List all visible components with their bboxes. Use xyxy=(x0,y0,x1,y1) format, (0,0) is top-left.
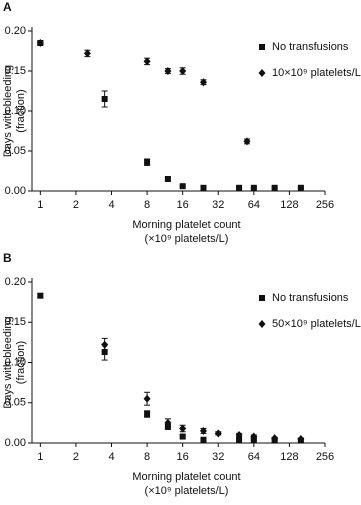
point xyxy=(179,67,187,75)
x-tick-label: 256 xyxy=(316,199,334,211)
point xyxy=(179,183,186,190)
panel-label: A xyxy=(3,0,12,14)
y-tick-label: 0.05 xyxy=(5,397,26,409)
point xyxy=(83,49,91,58)
y-tick-label: 0.15 xyxy=(5,65,26,77)
x-tick-label: 16 xyxy=(177,451,189,463)
point xyxy=(297,184,304,191)
y-tick-label: 0.00 xyxy=(5,437,26,449)
legend-label: 10×10⁹ platelets/L xyxy=(272,67,361,79)
x-tick-label: 8 xyxy=(144,451,150,463)
point xyxy=(250,184,257,191)
point xyxy=(144,411,151,418)
y-axis-label: Days with bleeding xyxy=(2,316,14,408)
legend-marker xyxy=(259,295,265,301)
point xyxy=(164,418,172,427)
point xyxy=(101,96,108,102)
point xyxy=(143,394,151,403)
x-tick-label: 16 xyxy=(177,199,189,211)
y-axis-unit: (fraction) xyxy=(15,89,27,132)
point xyxy=(144,159,151,166)
point xyxy=(164,176,171,182)
legend-marker xyxy=(259,44,265,50)
legend-label: 50×10⁹ platelets/L xyxy=(272,318,361,330)
x-axis-label: Morning platelet count xyxy=(132,219,240,231)
point xyxy=(271,184,278,191)
x-tick-label: 256 xyxy=(316,451,334,463)
legend-label: No transfusions xyxy=(272,41,349,53)
point xyxy=(179,424,187,433)
y-axis-unit: (fraction) xyxy=(15,341,27,384)
x-tick-label: 128 xyxy=(280,451,298,463)
point xyxy=(179,433,186,440)
x-tick-label: 8 xyxy=(144,199,150,211)
point xyxy=(200,184,207,191)
point xyxy=(164,67,172,75)
x-tick-label: 128 xyxy=(280,199,298,211)
y-tick-label: 0.20 xyxy=(5,25,26,37)
x-tick-label: 32 xyxy=(212,199,224,211)
point xyxy=(101,349,108,356)
x-axis-unit: (×10⁹ platelets/L) xyxy=(145,233,229,245)
x-axis-label: Morning platelet count xyxy=(132,471,240,483)
y-tick-label: 0.20 xyxy=(5,276,26,288)
y-axis-label: Days with bleeding xyxy=(2,65,14,157)
y-tick-label: 0.10 xyxy=(5,356,26,368)
point xyxy=(250,432,258,441)
point xyxy=(199,426,207,435)
x-tick-label: 4 xyxy=(108,451,114,463)
panel-label: B xyxy=(3,251,12,265)
point xyxy=(297,434,305,443)
point xyxy=(143,57,151,66)
legend-label: No transfusions xyxy=(272,292,349,304)
x-tick-label: 2 xyxy=(73,451,79,463)
x-tick-label: 2 xyxy=(73,199,79,211)
y-tick-label: 0.10 xyxy=(5,105,26,117)
point xyxy=(36,39,44,47)
point xyxy=(214,429,222,438)
point xyxy=(200,436,207,443)
y-tick-label: 0.15 xyxy=(5,316,26,328)
point xyxy=(271,434,279,443)
x-tick-label: 32 xyxy=(212,451,224,463)
legend-marker xyxy=(258,69,266,77)
y-tick-label: 0.05 xyxy=(5,145,26,157)
x-tick-label: 1 xyxy=(37,451,43,463)
point xyxy=(37,292,44,299)
point xyxy=(101,340,109,349)
x-tick-label: 1 xyxy=(37,199,43,211)
point xyxy=(236,184,243,191)
legend-marker xyxy=(258,320,266,328)
x-axis-unit: (×10⁹ platelets/L) xyxy=(145,485,229,497)
point xyxy=(199,78,207,87)
x-tick-label: 64 xyxy=(248,199,260,211)
x-tick-label: 64 xyxy=(248,451,260,463)
point xyxy=(243,137,251,146)
x-tick-label: 4 xyxy=(108,199,114,211)
point xyxy=(236,436,243,443)
point xyxy=(235,430,243,439)
y-tick-label: 0.00 xyxy=(5,185,26,197)
